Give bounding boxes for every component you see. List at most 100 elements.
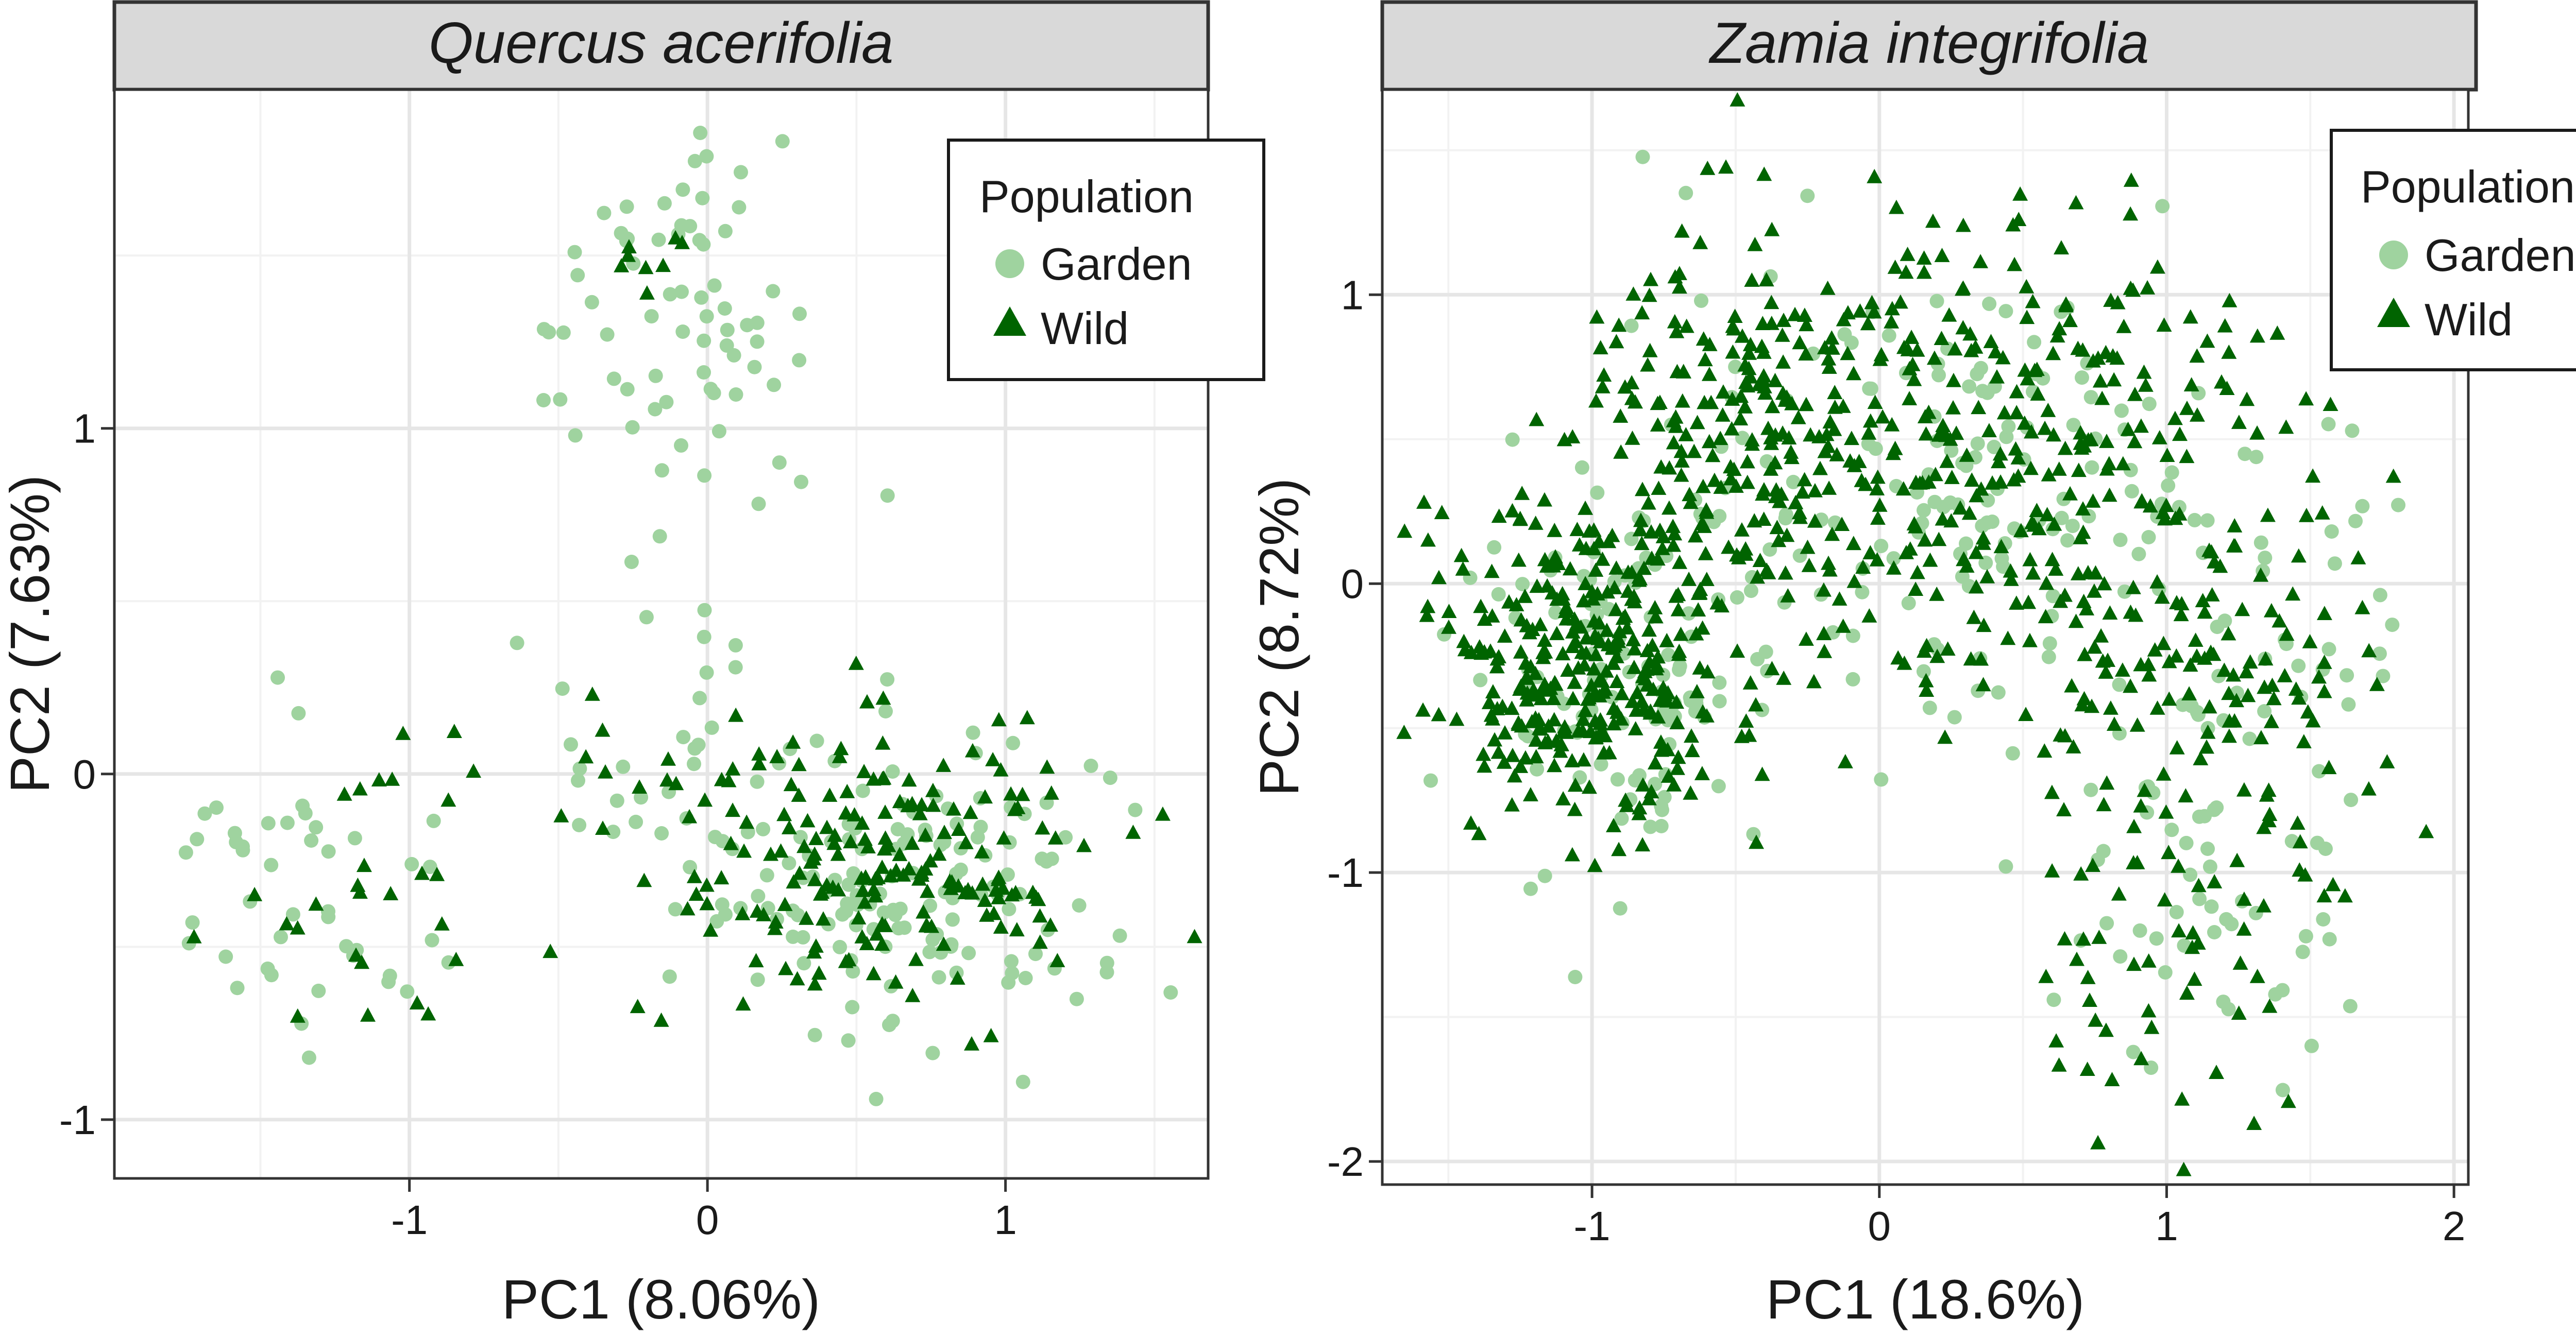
- wild-point: [714, 870, 730, 885]
- wild-point: [2176, 1161, 2192, 1176]
- wild-point: [2316, 683, 2332, 698]
- wild-point: [983, 1027, 999, 1042]
- garden-point: [1778, 507, 1793, 522]
- wild-point: [1860, 316, 1876, 331]
- wild-point: [1555, 646, 1571, 661]
- garden-point: [1998, 304, 2013, 319]
- garden-point: [1614, 811, 1629, 826]
- wild-point: [1595, 379, 1611, 393]
- wild-point: [1799, 317, 1815, 332]
- wild-point: [409, 995, 425, 1009]
- garden-point: [654, 826, 669, 841]
- garden-point: [1028, 947, 1043, 962]
- wild-point: [2183, 377, 2199, 391]
- wild-point: [1764, 316, 1780, 330]
- wild-point: [2123, 604, 2139, 619]
- y-axis-title: PC2 (7.63%): [0, 475, 61, 793]
- wild-point: [1824, 526, 1840, 541]
- wild-point: [1565, 639, 1581, 653]
- wild-point: [950, 970, 965, 985]
- wild-point: [1434, 505, 1450, 519]
- wild-point: [2350, 550, 2366, 564]
- legend: Population Garden Wild: [947, 139, 1265, 381]
- wild-point: [697, 792, 713, 807]
- wild-point: [1896, 655, 1912, 670]
- wild-point: [2239, 391, 2255, 406]
- wild-point: [1777, 565, 1793, 580]
- wild-point: [1834, 517, 1850, 531]
- garden-point: [835, 907, 850, 922]
- wild-point: [1775, 354, 1791, 369]
- wild-point: [1581, 523, 1597, 538]
- garden-point: [2183, 867, 2198, 882]
- wild-point: [1487, 732, 1503, 747]
- wild-point: [1667, 314, 1683, 329]
- wild-point: [916, 904, 931, 919]
- wild-point: [2291, 690, 2307, 705]
- wild-point: [1827, 399, 1843, 414]
- wild-point: [2051, 461, 2067, 476]
- wild-point: [2249, 328, 2265, 343]
- wild-point: [1590, 630, 1606, 645]
- wild-point: [1973, 254, 1989, 268]
- wild-point: [1884, 417, 1900, 432]
- wild-point: [2102, 487, 2117, 502]
- wild-point: [2048, 561, 2064, 576]
- wild-point: [2039, 507, 2055, 522]
- wild-point: [1689, 415, 1705, 430]
- wild-point: [993, 762, 1009, 777]
- garden-point: [2141, 530, 2156, 544]
- wild-point: [1049, 953, 1065, 967]
- wild-point: [2057, 440, 2073, 455]
- wild-point: [2155, 505, 2171, 519]
- wild-point: [2073, 425, 2089, 440]
- wild-point: [1688, 626, 1704, 641]
- wild-point: [1416, 494, 1432, 509]
- wild-point: [2217, 318, 2233, 333]
- wild-point: [951, 878, 967, 893]
- wild-point: [1608, 602, 1624, 616]
- wild-point: [1558, 611, 1574, 626]
- garden-point: [1072, 898, 1087, 913]
- garden-point: [2113, 533, 2128, 547]
- wild-point: [1961, 505, 1977, 520]
- garden-point: [707, 830, 722, 845]
- wild-point: [2182, 309, 2198, 324]
- garden-point: [699, 149, 714, 164]
- garden-point: [1018, 971, 1033, 985]
- wild-point: [1705, 448, 1721, 463]
- wild-point: [874, 936, 890, 951]
- wild-point: [1569, 522, 1585, 536]
- wild-point: [1586, 613, 1602, 628]
- wild-point: [1754, 766, 1770, 781]
- wild-point: [620, 247, 636, 262]
- wild-point: [2098, 345, 2114, 359]
- wild-point: [1840, 346, 1856, 361]
- wild-point: [723, 835, 739, 850]
- wild-point: [1473, 598, 1489, 613]
- garden-point: [1959, 536, 1973, 551]
- legend-wild-label: Wild: [1041, 303, 1129, 354]
- garden-point: [1978, 555, 1993, 570]
- garden-point: [309, 820, 324, 835]
- wild-point: [1668, 409, 1684, 424]
- wild-point: [2057, 728, 2073, 743]
- wild-point: [946, 801, 961, 816]
- wild-point: [1511, 552, 1527, 567]
- garden-point: [285, 907, 300, 922]
- wild-point: [991, 712, 1007, 727]
- wild-point: [1918, 673, 1934, 688]
- wild-point: [1747, 236, 1763, 251]
- x-tick-label: 1: [2155, 1203, 2178, 1249]
- garden-point: [2149, 931, 2164, 946]
- wild-point: [2379, 754, 2395, 768]
- wild-point: [1569, 616, 1585, 630]
- wild-point: [2136, 364, 2152, 379]
- wild-point: [1481, 695, 1497, 709]
- wild-point: [1733, 411, 1749, 425]
- wild-point: [1529, 412, 1545, 426]
- garden-point: [1004, 954, 1019, 969]
- wild-point: [448, 952, 464, 966]
- garden-point: [1083, 759, 1098, 773]
- garden-point: [2341, 697, 2356, 712]
